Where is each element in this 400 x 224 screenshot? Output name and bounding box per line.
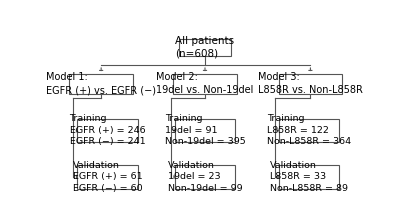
Text: Model 1:
EGFR (+) vs. EGFR (−): Model 1: EGFR (+) vs. EGFR (−) xyxy=(46,72,156,95)
Text: Validation
EGFR (+) = 61
EGFR (−) = 60: Validation EGFR (+) = 61 EGFR (−) = 60 xyxy=(72,161,142,193)
Text: Validation
19del = 23
Non-19del = 99: Validation 19del = 23 Non-19del = 99 xyxy=(168,161,242,193)
FancyBboxPatch shape xyxy=(175,119,235,142)
Text: Training
EGFR (+) = 246
EGFR (−) = 241: Training EGFR (+) = 246 EGFR (−) = 241 xyxy=(70,114,145,146)
Text: Training
19del = 91
Non-19del = 395: Training 19del = 91 Non-19del = 395 xyxy=(165,114,245,146)
Text: Model 3:
L858R vs. Non-L858R: Model 3: L858R vs. Non-L858R xyxy=(258,72,363,95)
FancyBboxPatch shape xyxy=(77,165,138,189)
FancyBboxPatch shape xyxy=(175,165,235,189)
FancyBboxPatch shape xyxy=(173,74,237,94)
FancyBboxPatch shape xyxy=(77,119,138,142)
FancyBboxPatch shape xyxy=(69,74,133,94)
Text: Validation
L858R = 33
Non-L858R = 89: Validation L858R = 33 Non-L858R = 89 xyxy=(270,161,348,193)
FancyBboxPatch shape xyxy=(279,165,339,189)
FancyBboxPatch shape xyxy=(279,74,342,94)
Text: All patients
(n=608): All patients (n=608) xyxy=(176,36,234,59)
FancyBboxPatch shape xyxy=(279,119,339,142)
FancyBboxPatch shape xyxy=(179,39,231,56)
Text: Model 2:
19del vs. Non-19del: Model 2: 19del vs. Non-19del xyxy=(156,72,254,95)
Text: Training
L858R = 122
Non-L858R = 364: Training L858R = 122 Non-L858R = 364 xyxy=(267,114,351,146)
